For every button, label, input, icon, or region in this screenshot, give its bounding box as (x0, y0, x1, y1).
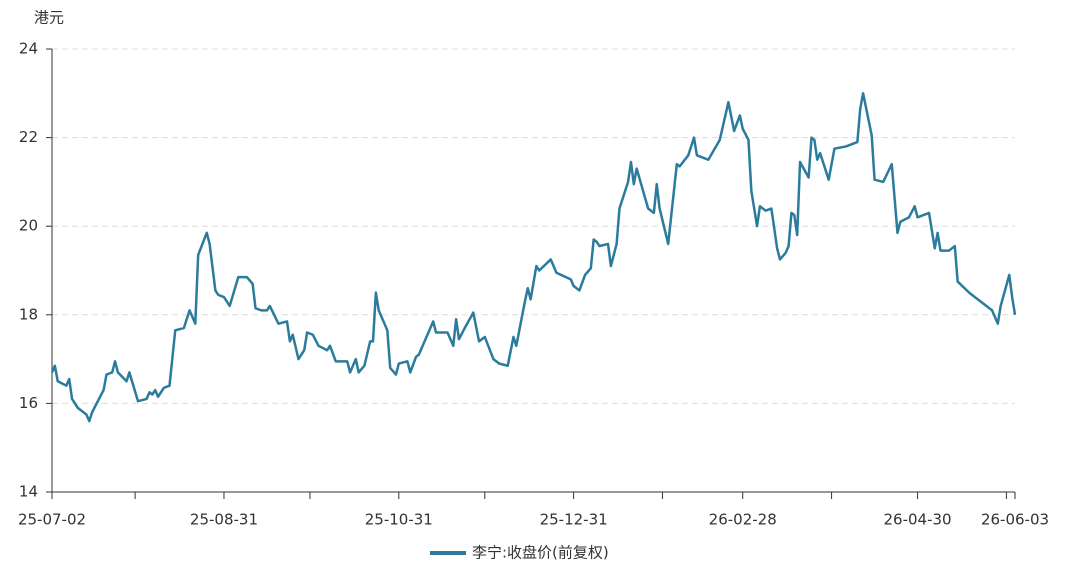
x-tick-label: 26-04-30 (884, 511, 952, 529)
x-tick-label: 25-12-31 (540, 511, 608, 529)
y-tick-label: 24 (19, 40, 38, 58)
y-tick-label: 22 (19, 128, 38, 146)
x-tick-label: 25-10-31 (365, 511, 433, 529)
y-tick-label: 20 (19, 217, 38, 235)
x-tick-label: 26-02-28 (709, 511, 777, 529)
x-tick-label: 25-07-02 (18, 511, 86, 529)
y-tick-label: 14 (19, 483, 38, 501)
y-axis-label: 港元 (34, 9, 64, 27)
y-tick-label: 16 (19, 394, 38, 412)
series-line (50, 92, 1017, 423)
x-tick-label: 26-06-03 (981, 511, 1049, 529)
legend-label: 李宁:收盘价(前复权) (472, 544, 609, 562)
x-tick-label: 25-08-31 (190, 511, 258, 529)
y-tick-label: 18 (19, 305, 38, 323)
